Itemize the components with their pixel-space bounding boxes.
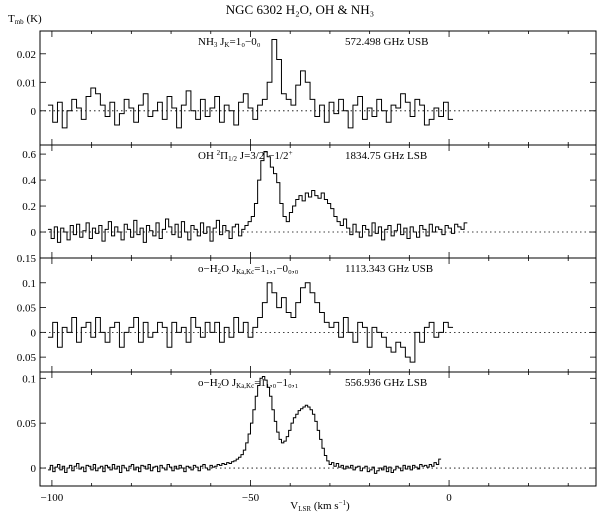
y-tick-label-oh2o1113: 0 bbox=[31, 327, 37, 339]
spectrum-line-nh3 bbox=[47, 39, 454, 129]
transition-label-sup: − bbox=[264, 149, 268, 157]
panel-frame-oh2o1113 bbox=[39, 257, 597, 373]
transition-label-oh2o557: o−H2O JKa,Kc=1₁,₀−1₀,₁ bbox=[198, 377, 299, 390]
transition-label-sub: Ka,Kc bbox=[236, 382, 254, 390]
panel-frame-nh3 bbox=[39, 30, 597, 146]
transition-label-part: O J bbox=[221, 377, 237, 389]
transition-label-sub: Ka,Kc bbox=[236, 268, 254, 276]
transition-label-sub: 2 bbox=[218, 268, 222, 276]
y-tick-label-oh2o557: 0 bbox=[31, 463, 37, 475]
y-tick-label-oh: 0.4 bbox=[22, 175, 36, 187]
y-tick-label-oh2o1113: 0.15 bbox=[17, 253, 37, 265]
y-axis-label-T: T bbox=[8, 13, 15, 25]
transition-label-part: OH bbox=[198, 150, 217, 162]
panels-group: 0 0.01 0.02 NH3 JK=1₀−0₀ 572.498 GHz USB 0 0.2… bbox=[17, 30, 597, 504]
transition-label-part: o−H bbox=[198, 263, 218, 275]
y-tick-label-oh2o557: 0.05 bbox=[17, 418, 37, 430]
y-tick-label-oh2o557: 0.1 bbox=[22, 373, 36, 385]
transition-label-part: J bbox=[217, 36, 225, 48]
y-tick-label-oh: 0.2 bbox=[22, 201, 36, 213]
transition-label-sup: + bbox=[289, 149, 293, 157]
transition-label-sub: 2 bbox=[218, 382, 222, 390]
panel-frame-oh2o557 bbox=[39, 371, 597, 487]
y-axis-label-unit: (K) bbox=[24, 13, 42, 25]
transition-label-sub: K bbox=[224, 41, 229, 49]
frequency-label-oh2o1113: 1113.343 GHz USB bbox=[345, 263, 433, 275]
transition-label-part: NH bbox=[198, 36, 214, 48]
y-tick-label-oh2o1113: 0.05 bbox=[17, 303, 37, 315]
transition-label-sub: 1/2 bbox=[228, 155, 237, 163]
transition-label-part: J=3/2 bbox=[237, 150, 264, 162]
y-tick-label-oh: 0 bbox=[31, 227, 37, 239]
y-tick-label-oh: 0.6 bbox=[22, 149, 36, 161]
y-tick-label-oh2o1113: 0.1 bbox=[22, 278, 36, 290]
panel-nh3: 0 0.01 0.02 NH3 JK=1₀−0₀ 572.498 GHz USB bbox=[17, 30, 597, 146]
chart-title: NGC 6302 H₂O, OH & NH₃ bbox=[226, 2, 374, 17]
y-tick-label-nh3: 0.01 bbox=[17, 77, 36, 89]
spectrum-line-oh2o557 bbox=[47, 375, 442, 474]
spectrum-line-oh2o1113 bbox=[47, 282, 454, 363]
transition-label-oh: OH 2Π1/2 J=3/2−−1/2+ bbox=[198, 149, 293, 163]
transition-label-sup: 2 bbox=[217, 149, 221, 157]
y-axis-label-sub: mb bbox=[15, 18, 24, 26]
x-tick-label: −100 bbox=[41, 492, 64, 504]
y-axis-label: Tmb (K) bbox=[8, 13, 42, 26]
transition-label-part: =1₀−0₀ bbox=[229, 36, 260, 48]
spectrum-line-oh bbox=[47, 150, 468, 243]
transition-label-nh3: NH3 JK=1₀−0₀ bbox=[198, 36, 261, 49]
panel-oh: 00.20.40.6 OH 2Π1/2 J=3/2−−1/2+ 1834.75 GH… bbox=[22, 144, 597, 259]
panel-oh2o557: 0 0.05 0.1 o−H2O JKa,Kc=1₁,₀−1₀,₁ 556.936 GH… bbox=[17, 371, 597, 487]
x-axis-label: VLSR (km s−1) bbox=[290, 499, 350, 513]
frequency-label-oh2o557: 556.936 GHz LSB bbox=[345, 377, 427, 389]
panel-frame-oh bbox=[39, 144, 597, 259]
transition-label-part: −1/2 bbox=[268, 150, 288, 162]
transition-label-part: =1₁,₁−0₀,₀ bbox=[254, 263, 298, 275]
y-tick-label-nh3: 0.02 bbox=[17, 49, 36, 61]
transition-label-sub: 3 bbox=[214, 41, 218, 49]
transition-label-part: Π bbox=[220, 150, 228, 162]
frequency-label-nh3: 572.498 GHz USB bbox=[345, 36, 428, 48]
transition-label-oh2o1113: o−H2O JKa,Kc=1₁,₁−0₀,₀ bbox=[198, 263, 299, 276]
x-tick-label: −50 bbox=[242, 492, 260, 504]
transition-label-part: o−H bbox=[198, 377, 218, 389]
frequency-label-oh: 1834.75 GHz LSB bbox=[345, 150, 427, 162]
transition-label-part: =1₁,₀−1₀,₁ bbox=[254, 377, 298, 389]
y-tick-label-oh2o1113: 0.05 bbox=[17, 352, 37, 364]
y-tick-label-nh3: 0 bbox=[31, 106, 37, 118]
transition-label-part: O J bbox=[221, 263, 237, 275]
x-tick-label: 0 bbox=[446, 492, 452, 504]
panel-oh2o1113: 0.05 0 0.05 0.1 0.15 o−H2O JKa,Kc=1₁,₁−0₀,₀ 11… bbox=[17, 253, 597, 373]
